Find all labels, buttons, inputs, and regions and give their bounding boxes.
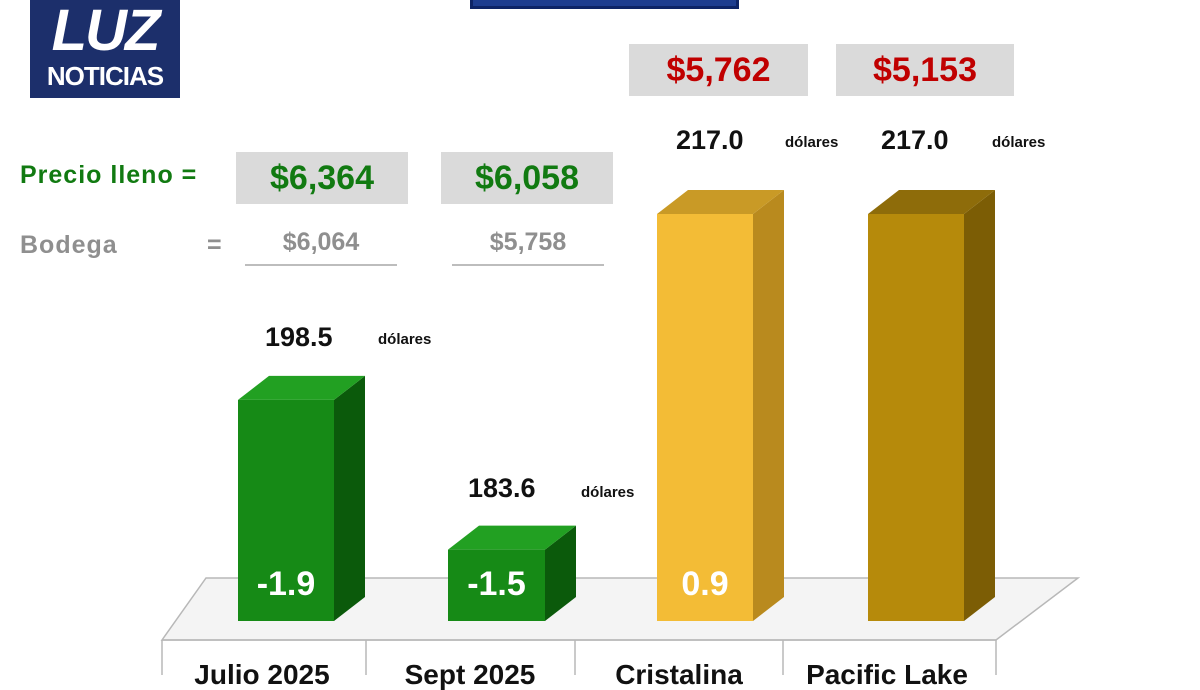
bar-value-label-sept: 183.6	[468, 473, 536, 503]
bar-unit-label-pacific: dólares	[992, 134, 1046, 151]
warehouse-value-2: $5,758	[452, 220, 604, 266]
bar-inner-label-sept: -1.5	[467, 565, 526, 603]
bar-chart: -1.9 -1.5 0.9	[160, 190, 1081, 675]
chart-bars: -1.9 -1.5 0.9	[238, 190, 995, 621]
bar-value-label-julio: 198.5	[265, 322, 333, 352]
red-price-box-2: $5,153	[836, 44, 1014, 96]
category-label-cristalina: Cristalina	[615, 659, 743, 690]
bar-side-cristalina	[753, 190, 784, 621]
full-price-value-1: $6,364	[236, 152, 408, 204]
warehouse-value-1: $6,064	[245, 220, 397, 266]
bar-top-cristalina	[657, 190, 784, 214]
luz-noticias-logo: LUZ NOTICIAS	[30, 0, 180, 98]
logo-text-noticias: NOTICIAS	[46, 61, 164, 91]
bar-sept	[448, 549, 545, 621]
category-label-julio: Julio 2025	[194, 659, 330, 690]
full-price-label: Precio lleno =	[20, 161, 198, 189]
warehouse-label: Bodega	[20, 231, 118, 259]
category-label-pacific: Pacific Lake	[806, 659, 968, 690]
bar-value-label-cristalina: 217.0	[676, 125, 744, 155]
bar-top-pacific	[868, 190, 995, 214]
red-price-box-1: $5,762	[629, 44, 808, 96]
top-banner	[470, 0, 739, 9]
bar-cristalina	[657, 214, 753, 621]
bar-pacific	[868, 214, 964, 621]
warehouse-equals: =	[207, 231, 223, 259]
bar-side-sept	[545, 525, 576, 621]
bar-unit-label-cristalina: dólares	[785, 134, 839, 151]
category-label-sept: Sept 2025	[404, 659, 536, 690]
full-price-value-2: $6,058	[441, 152, 613, 204]
bar-unit-label-julio: dólares	[378, 331, 432, 348]
bar-inner-label-julio: -1.9	[257, 565, 316, 603]
chart-platform	[160, 577, 1081, 675]
bar-julio	[238, 399, 334, 621]
bar-side-julio	[334, 375, 365, 621]
bar-unit-label-sept: dólares	[581, 484, 635, 501]
bar-top-julio	[238, 375, 365, 400]
logo-text-luz: LUZ	[51, 0, 161, 63]
bar-top-sept	[448, 525, 576, 550]
bar-value-label-pacific: 217.0	[881, 125, 949, 155]
bar-side-pacific	[964, 190, 995, 621]
bar-inner-label-cristalina: 0.9	[681, 565, 728, 603]
